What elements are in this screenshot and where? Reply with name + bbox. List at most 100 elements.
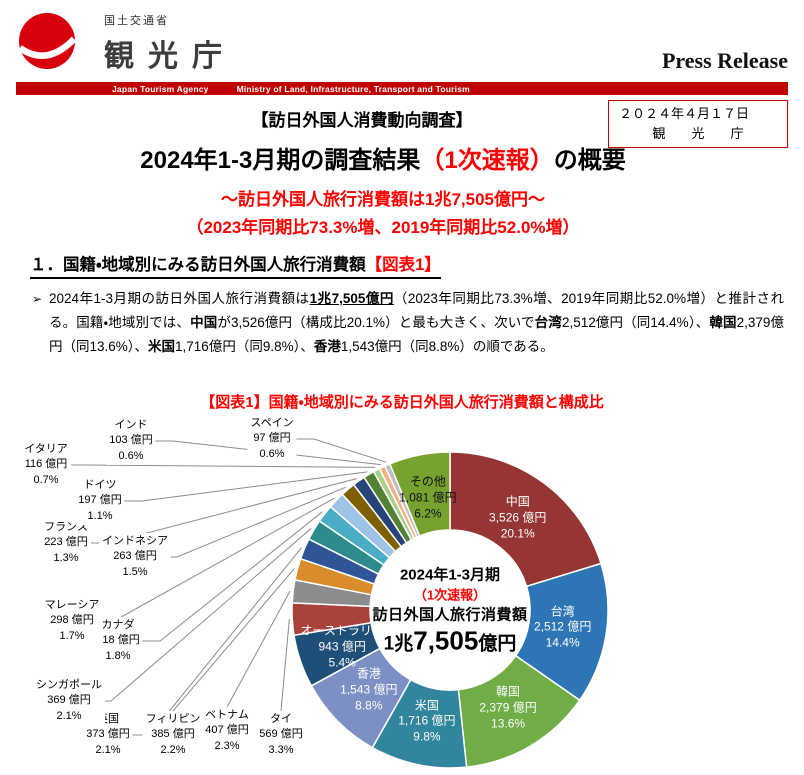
- pie-segment-label-line: 14.4%: [545, 635, 580, 650]
- pie-segment-label-line: その他: [409, 474, 446, 489]
- pie-segment-label-line: フィリピン: [145, 712, 201, 725]
- center-preliminary: （1次速報）: [413, 587, 487, 603]
- para-run: 1,716億円（同9.8%）、: [175, 339, 314, 355]
- title-block: 【訪日外国人消費動向調査】 2024年1-3月期の調査結果（1次速報）の概要 ～…: [0, 106, 804, 238]
- pie-segment-label-line: 2,512 億円: [533, 619, 592, 634]
- pie-segment-label-line: 0.6%: [118, 449, 144, 462]
- pie-segment-label-line: 1,081 億円: [399, 490, 457, 505]
- center-period: 2024年1-3月期: [399, 566, 501, 584]
- pie-segment-label-line: ドイツ: [83, 478, 117, 491]
- section-heading-figure-ref: 【図表1】: [365, 256, 441, 274]
- pie-segment-label-line: タイ: [269, 712, 292, 725]
- date-box-agency: 観 光 庁: [652, 126, 744, 142]
- pie-segment-label: その他 1,081 億円 6.2%: [399, 474, 456, 521]
- pie-segment-label-line: 米国: [414, 697, 439, 712]
- pie-segment-label: ベトナム 407 億円 2.3%: [202, 706, 252, 756]
- pie-segment-label-line: 中国: [505, 494, 530, 509]
- pie-segment-label-line: 1.1%: [87, 509, 113, 522]
- pie-segment-label-line: インド: [114, 418, 148, 431]
- page-title: 2024年1-3月期の調査結果（1次速報）の概要: [0, 140, 785, 175]
- pie-segment-label: 米国 1,716 億円 9.8%: [398, 698, 455, 745]
- para-run-country: 台湾: [534, 315, 562, 331]
- pie-segment-label-line: 13.6%: [491, 716, 526, 731]
- pie-segment-label-line: カナダ: [101, 618, 135, 631]
- pie-segment-label-line: 1.8%: [105, 649, 131, 662]
- header-red-bar: Japan Tourism Agency Ministry of Land, I…: [16, 82, 788, 95]
- pie-segment-label-line: 0.7%: [33, 473, 59, 486]
- center-amount-prefix: 1兆: [383, 633, 414, 655]
- pie-segment-label-line: 9.8%: [413, 729, 441, 744]
- jta-logo-icon: [16, 10, 78, 72]
- pie-segment-label-line: 2.2%: [160, 743, 186, 756]
- agency-names: 国土交通省 観光庁: [104, 12, 236, 75]
- center-metric: 訪日外国人旅行消費額: [372, 606, 528, 624]
- pie-segment-label-line: 943 億円: [318, 639, 366, 654]
- pie-segment-label-line: 318 億円: [96, 634, 140, 647]
- para-run-country: 米国: [148, 339, 176, 355]
- para-run: 2,379億円（同13.6%）、: [49, 315, 785, 355]
- pie-segment-label: フランス 223 億円 1.3%: [41, 518, 91, 568]
- para-run-country: 韓国: [709, 315, 737, 331]
- press-release-label: Press Release: [661, 48, 788, 73]
- para-run-amount: 1兆7,505億円: [309, 291, 394, 306]
- agency-name: 観光庁: [104, 40, 236, 73]
- pie-segment-label: イタリア 116 億円 0.7%: [21, 440, 71, 490]
- pie-segment-label-line: 5.4%: [328, 654, 356, 669]
- body-paragraph: ➢ 2024年1-3月期の訪日外国人旅行消費額は1兆7,505億円（2023年同期…: [32, 287, 784, 359]
- date-box: ２０２４年４月１７日 観 光 庁: [608, 100, 788, 149]
- center-amount: 1兆7,505億円: [364, 626, 536, 657]
- pie-segment-label-line: 6.2%: [414, 506, 442, 521]
- pie-segment-label-line: 1.7%: [59, 629, 85, 642]
- para-run: 1,543億円（同8.8%）の順である。: [340, 339, 554, 355]
- pie-segment-label: フィリピン 385 億円 2.2%: [142, 710, 204, 760]
- chart-center-label: 2024年1-3月期 （1次速報） 訪日外国人旅行消費額 1兆7,505億円: [364, 564, 536, 657]
- subtitle-amount: ～訪日外国人旅行消費額は1兆7,505億円～: [221, 190, 545, 209]
- pie-segment-label: 韓国 2,379 億円 13.6%: [479, 684, 536, 731]
- para-run-country: 中国: [190, 315, 218, 331]
- center-amount-value: 7,505: [413, 625, 479, 656]
- pie-segment-label: インドネシア 263 億円 1.5%: [99, 532, 171, 582]
- pie-segment-label-line: 0.6%: [259, 447, 285, 460]
- pie-segment-label-line: 407 億円: [205, 724, 249, 737]
- pie-segment-label-line: 1,543 億円: [340, 682, 398, 697]
- pie-segment-label-line: スペイン: [250, 416, 294, 429]
- pie-segment-label-line: シンガポール: [36, 678, 102, 691]
- pie-segment-label-line: 1.3%: [53, 551, 79, 564]
- pie-segment-label: 香港 1,543 億円 8.8%: [340, 666, 397, 713]
- pie-segment-label: オーストラリア 943 億円 5.4%: [300, 623, 383, 670]
- pie-segment-label: 中国 3,526 億円 20.1%: [489, 495, 546, 542]
- pie-segment-label-line: 3.3%: [268, 743, 294, 756]
- center-amount-suffix: 億円: [478, 633, 517, 655]
- agency-name-en: Japan Tourism Agency: [112, 83, 209, 94]
- bullet-arrow-icon: ➢: [32, 292, 43, 306]
- para-run: 2024年1-3月期の訪日外国人旅行消費額は: [49, 291, 310, 306]
- pie-segment-label-line: 香港: [356, 666, 381, 681]
- pie-segment-label-line: 385 億円: [151, 728, 195, 741]
- pie-segment-label-line: 20.1%: [500, 526, 535, 541]
- leader-line: [46, 464, 376, 468]
- header: 国土交通省 観光庁 Press Release: [16, 8, 788, 80]
- pie-segment-label: タイ 569 億円 3.3%: [256, 710, 306, 760]
- pie-segment-label-line: 3,526 億円: [489, 510, 547, 525]
- pie-segment-label-line: 2.1%: [95, 743, 121, 756]
- page-title-pre: 2024年1-3月期の調査結果: [140, 147, 421, 174]
- pie-segment-label-line: 197 億円: [78, 494, 122, 507]
- pie-segment-label-line: オーストラリア: [300, 623, 384, 638]
- pie-segment-label: シンガポール 369 億円 2.1%: [33, 676, 105, 726]
- para-run: 2,512億円（同14.4%）、: [561, 315, 710, 331]
- pie-segment-label-line: 97 億円: [253, 432, 291, 445]
- pie-segment-label-line: マレーシア: [44, 598, 100, 611]
- para-run: （2023年同期比73.3%増、2019年同期比52.0%増）と推計される。国籍…: [49, 291, 784, 331]
- pie-segment-label-line: 1.5%: [122, 565, 148, 578]
- chart-title: 【図表1】国籍・地域別にみる訪日外国人旅行消費額と構成比: [200, 394, 604, 411]
- pie-segment-label-line: 373 億円: [86, 728, 130, 741]
- section-heading: １．国籍・地域別にみる訪日外国人旅行消費額【図表1】: [30, 251, 441, 279]
- survey-title: 【訪日外国人消費動向調査】: [251, 111, 473, 130]
- donut-chart: 2024年1-3月期 （1次速報） 訪日外国人旅行消費額 1兆7,505億円 中…: [0, 405, 804, 775]
- pie-segment: [449, 451, 602, 588]
- para-run: が3,526億円（構成比20.1%）と最も大きく、次いで: [217, 315, 535, 331]
- subtitle-comparison: （2023年同期比73.3%増、2019年同期比52.0%増）: [186, 218, 580, 237]
- release-date: ２０２４年４月１７日: [619, 106, 750, 121]
- pie-segment-label-line: 223 億円: [44, 536, 88, 549]
- pie-segment-label-line: 116 億円: [24, 458, 68, 471]
